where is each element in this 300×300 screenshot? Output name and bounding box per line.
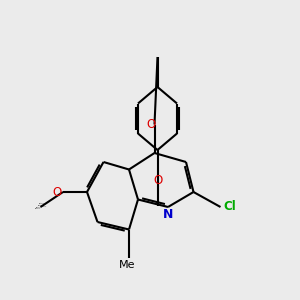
Text: methoxy: methoxy [39,203,45,204]
Text: methoxy: methoxy [36,206,42,208]
Text: Cl: Cl [223,200,236,214]
Text: methoxy: methoxy [40,206,47,207]
Text: O: O [52,185,62,199]
Text: methoxy: methoxy [38,204,44,206]
Text: Me: Me [119,260,136,269]
Text: methoxy: methoxy [160,204,167,206]
Text: methoxy: methoxy [35,208,41,209]
Text: O: O [153,173,162,187]
Text: N: N [163,208,173,221]
Text: O: O [146,118,155,131]
